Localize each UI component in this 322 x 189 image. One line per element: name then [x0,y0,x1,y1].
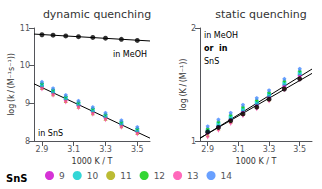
svg-text:static quenching: static quenching [215,8,306,21]
svg-text:10: 10 [87,171,99,181]
svg-text:10: 10 [20,61,30,70]
svg-text:2.9: 2.9 [36,145,49,154]
svg-text:12: 12 [154,171,165,181]
svg-text:2.9: 2.9 [201,145,214,154]
svg-text:dynamic quenching: dynamic quenching [43,8,151,21]
svg-text:log (k / (M⁻¹s⁻¹)): log (k / (M⁻¹s⁻¹)) [7,53,16,116]
svg-text:2: 2 [191,24,196,33]
svg-text:14: 14 [221,171,233,181]
svg-text:3.5: 3.5 [131,145,144,154]
svg-text:8: 8 [25,137,30,146]
svg-text:9: 9 [25,99,30,108]
svg-text:3.1: 3.1 [232,145,245,154]
svg-text:11: 11 [120,171,131,181]
svg-text:9: 9 [59,171,65,181]
svg-text:in SnS: in SnS [38,129,63,138]
svg-text:1000 K / T: 1000 K / T [236,157,277,166]
svg-text:3.3: 3.3 [263,145,276,154]
svg-text:1000 K / T: 1000 K / T [72,157,113,166]
svg-text:SnS: SnS [204,57,219,66]
svg-text:SnS: SnS [6,173,28,184]
svg-text:13: 13 [187,171,198,181]
svg-text:3.5: 3.5 [293,145,306,154]
svg-text:in MeOH: in MeOH [204,31,238,40]
svg-text:in MeOH: in MeOH [113,50,147,59]
svg-text:3.3: 3.3 [99,145,112,154]
svg-text:or in: or in [204,44,228,53]
svg-text:11: 11 [20,24,30,33]
svg-text:1: 1 [191,137,196,146]
svg-text:log (K / (M⁻¹)): log (K / (M⁻¹)) [179,59,188,111]
svg-text:3.1: 3.1 [67,145,80,154]
